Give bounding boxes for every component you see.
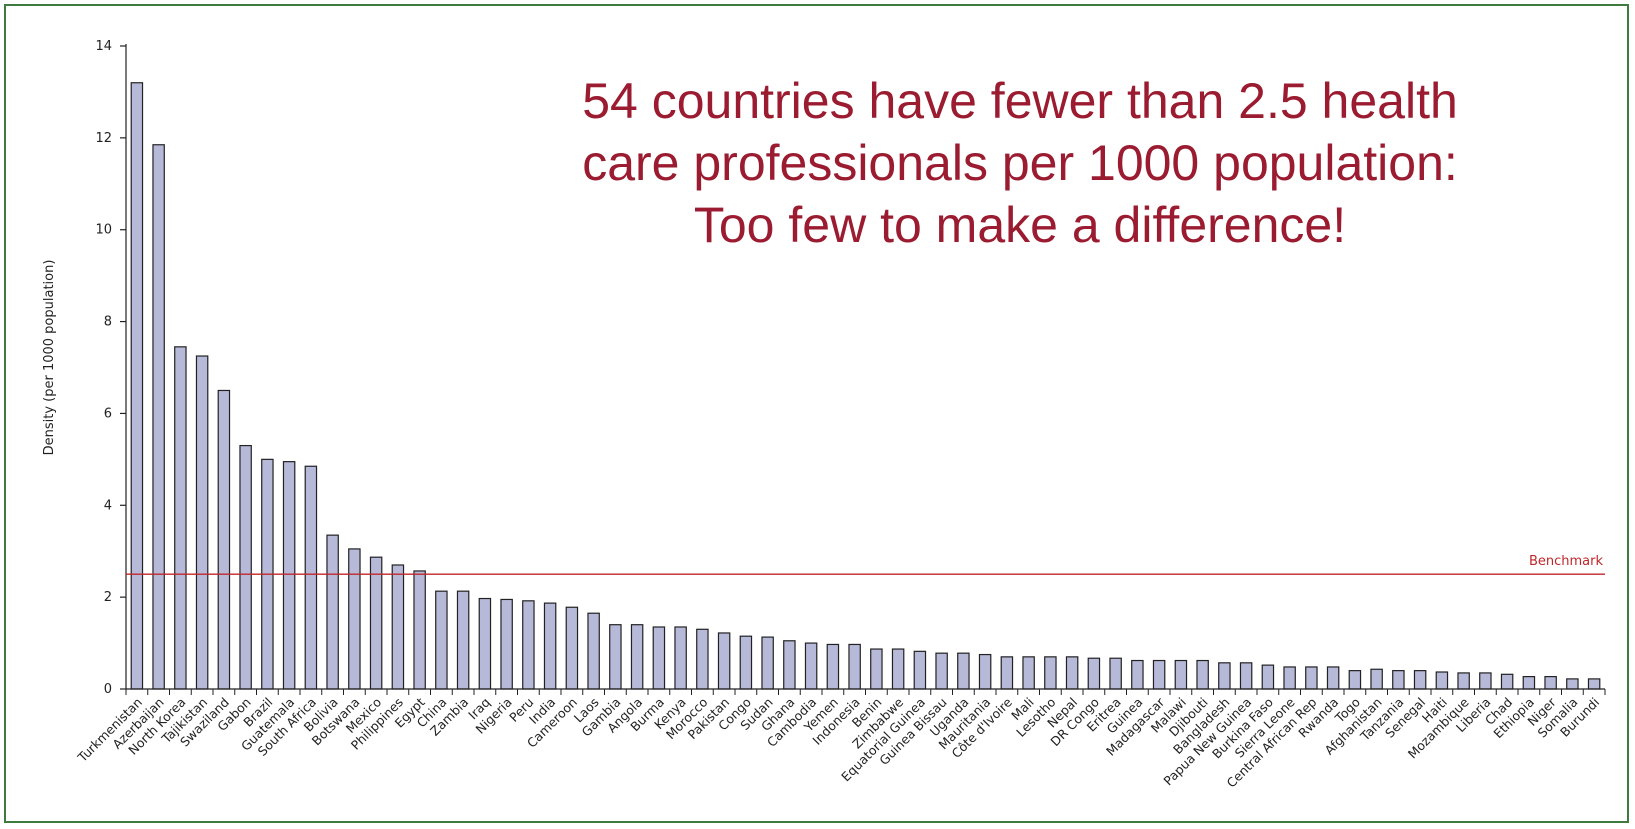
benchmark-label: Benchmark (1529, 554, 1604, 569)
bar (870, 648, 883, 690)
bar (1566, 678, 1579, 690)
bar (500, 598, 513, 690)
bar (1283, 666, 1296, 690)
bar (413, 570, 426, 690)
bar (348, 548, 361, 690)
bar (957, 652, 970, 690)
bar (1261, 664, 1275, 690)
y-tick-label: 10 (95, 223, 112, 238)
bar (1239, 662, 1253, 690)
bar (1435, 671, 1449, 690)
bar (1131, 659, 1144, 690)
bar (239, 444, 252, 690)
bar (1544, 675, 1557, 690)
bar (152, 144, 165, 690)
bar (652, 626, 666, 690)
bar (130, 82, 144, 690)
bar (935, 652, 948, 690)
bar (804, 642, 818, 690)
bar (674, 626, 687, 690)
headline-line-2: care professionals per 1000 population: (582, 135, 1458, 191)
y-tick-label: 4 (104, 498, 112, 513)
bar (456, 590, 470, 690)
bar (1500, 673, 1514, 690)
bar (609, 624, 622, 690)
bar (1218, 662, 1231, 690)
bar (913, 650, 927, 690)
bar (522, 600, 535, 690)
bar (848, 643, 861, 690)
bar (1413, 670, 1427, 690)
bar (369, 556, 383, 690)
bar (174, 346, 187, 690)
y-tick-label: 6 (104, 406, 112, 421)
bar (304, 465, 318, 690)
bar (1392, 670, 1405, 690)
y-tick-label: 8 (104, 315, 112, 330)
bar (1457, 672, 1470, 690)
bar (630, 624, 644, 690)
bar (217, 389, 231, 690)
headline: 54 countries have fewer than 2.5 health … (440, 70, 1600, 256)
bar (282, 461, 296, 690)
bar (739, 635, 753, 690)
headline-line-1: 54 countries have fewer than 2.5 health (582, 73, 1458, 129)
bar (1152, 659, 1166, 690)
y-tick-label: 14 (95, 39, 112, 54)
bar (1348, 670, 1362, 690)
bar (891, 648, 905, 690)
bar (1326, 666, 1340, 690)
bar (543, 602, 557, 690)
bar (1174, 659, 1188, 690)
bar (761, 636, 774, 690)
bar (696, 628, 709, 690)
bar (391, 564, 405, 690)
y-axis: 0 2 4 6 8 10 12 14 (95, 39, 127, 697)
bar (1022, 656, 1035, 690)
bar (1044, 656, 1057, 690)
bar (1087, 657, 1101, 690)
bar (717, 632, 731, 690)
bar (195, 355, 209, 690)
bar (326, 534, 339, 690)
bar (1000, 656, 1014, 690)
bar (1196, 659, 1209, 690)
bar (826, 643, 840, 690)
bar (1065, 656, 1079, 690)
bar (1305, 666, 1318, 690)
headline-line-3: Too few to make a difference! (693, 197, 1347, 253)
y-tick-label: 12 (95, 131, 112, 146)
bar (1522, 675, 1536, 690)
bar (435, 590, 448, 690)
bar (1587, 678, 1601, 690)
bar (1109, 657, 1122, 690)
bar (783, 640, 796, 690)
bar (565, 606, 579, 690)
bar (587, 612, 600, 690)
bar (1370, 668, 1383, 690)
y-tick-label: 0 (104, 682, 112, 697)
y-axis-label: Density (per 1000 population) (42, 260, 57, 456)
bar (1479, 672, 1492, 690)
y-tick-label: 2 (104, 590, 112, 605)
benchmark: Benchmark (126, 554, 1605, 575)
bar (978, 653, 992, 690)
bar (478, 597, 492, 690)
